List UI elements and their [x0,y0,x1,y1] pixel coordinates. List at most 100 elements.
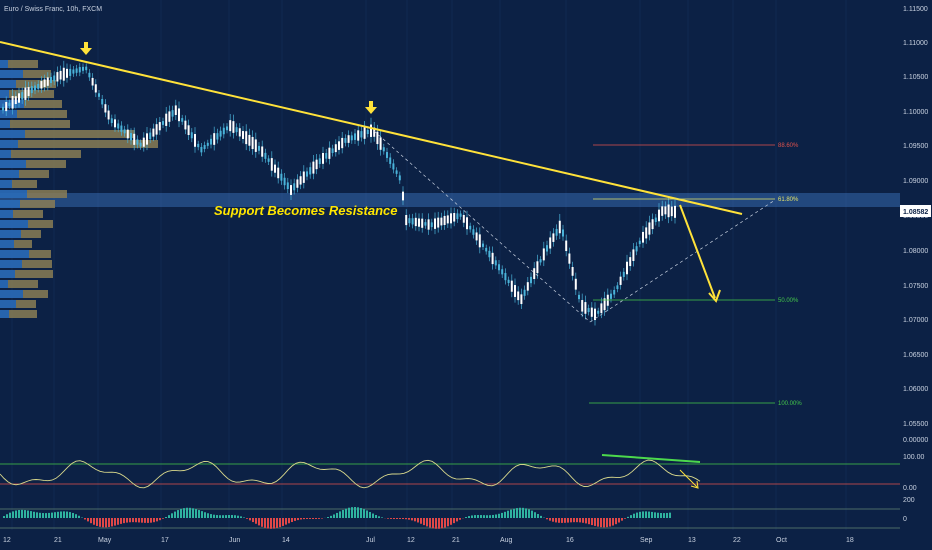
histogram-pane[interactable]: 200 0 [0,497,915,529]
resistance-zone [0,193,900,207]
candle-body [466,217,468,230]
time-axis[interactable]: 12 21 May 17 Jun 14 Jul 12 21 Aug 16 Sep… [3,537,854,544]
candle-body [635,246,638,252]
candle-body [408,218,411,224]
histogram-bar [489,515,491,518]
candle-body [366,129,369,135]
annotation-support-resistance[interactable]: Support Becomes Resistance [214,203,398,218]
candle-body [299,176,302,185]
histogram-bar [138,518,140,523]
histogram-bar [3,516,5,518]
histogram-bar [540,515,542,518]
histogram-bar [600,518,602,528]
price-tick-label: 1.08000 [903,248,928,255]
candle-body [450,213,452,224]
candle-body [392,163,395,170]
histogram-bar [639,511,641,518]
histogram-bar [222,515,224,518]
oscillator-pane[interactable]: 0.00000 100.00 0.00 [0,437,928,492]
histogram-bar [342,509,344,518]
volume-profile-bar [0,160,26,168]
histogram-bar [393,518,395,520]
volume-profile-bar [0,170,19,178]
histogram-bar [78,515,80,518]
candle-body [654,217,657,223]
candle-body [162,121,164,125]
histogram-bar [633,513,635,518]
histogram-bar [207,513,209,518]
candle-body [18,93,20,103]
price-tick-label: 1.11500 [903,6,928,13]
time-tick-label: 16 [566,537,574,544]
histogram-bar [123,518,125,524]
candle-body [354,133,356,140]
histogram-bar [171,513,173,518]
histogram-bar [72,512,74,518]
volume-profile [0,60,158,318]
volume-profile-bar [0,290,23,298]
candle-body [658,209,660,222]
histogram-bar [663,513,665,518]
histogram-bar [18,509,20,518]
histogram-bar [420,518,422,524]
candle-body [347,135,350,143]
histogram-bar [189,507,191,518]
histogram-bar [303,518,305,520]
candle-body [667,204,670,218]
candle-body [453,212,456,222]
histogram-bar [237,515,239,518]
histogram-bar [195,509,197,518]
histogram-bar [156,518,158,522]
descending-trendline[interactable] [0,41,743,215]
volume-profile-bar [0,90,9,98]
histogram-bar [597,518,599,527]
candle-body [37,83,40,89]
candle-body [40,81,43,89]
candle-body [306,171,308,177]
price-axis[interactable]: 1.11500 1.11000 1.10500 1.10000 1.09500 … [903,6,928,428]
time-tick-label: Aug [500,537,513,544]
price-tick-label: 1.10500 [903,74,928,81]
histogram-bar [114,518,116,526]
volume-profile-bar [0,180,12,188]
candle-body [648,222,651,235]
dashed-projection-line [589,199,776,323]
histogram-bar [492,514,494,518]
candle-body [206,142,209,146]
histogram-bar [177,510,179,518]
candle-body [571,267,574,276]
volume-profile-bar [0,230,21,238]
candle-body [219,130,222,137]
histogram-bar [504,511,506,518]
histogram-tick-label: 200 [903,497,915,504]
histogram-bar [333,514,335,518]
histogram-bar [363,509,365,518]
volume-profile-bar [14,240,32,248]
time-tick-label: Jun [229,537,240,544]
histogram-bar [360,508,362,518]
histogram-bar [132,518,134,523]
oscillator-line [0,459,701,489]
histogram-bar [75,514,77,518]
histogram-bar [261,518,263,527]
volume-profile-bar [0,300,16,308]
histogram-bar [414,518,416,522]
histogram-bar [258,518,260,526]
volume-profile-bar [17,110,67,118]
candle-body [283,177,286,186]
histogram-bar [102,518,104,528]
histogram-bar [264,518,266,528]
histogram-bar [225,515,227,518]
volume-profile-bar [22,260,52,268]
symbol-title[interactable]: Euro / Swiss Franc, 10h, FXCM [4,6,102,13]
histogram-bar [12,511,14,518]
histogram-bar [57,511,59,518]
histogram-bar [201,511,203,518]
candle-body [520,294,523,305]
candle-body [331,148,334,154]
histogram-bar [570,518,572,523]
histogram-bar [573,518,575,523]
histogram-bar [480,515,482,518]
candle-body [149,132,152,140]
